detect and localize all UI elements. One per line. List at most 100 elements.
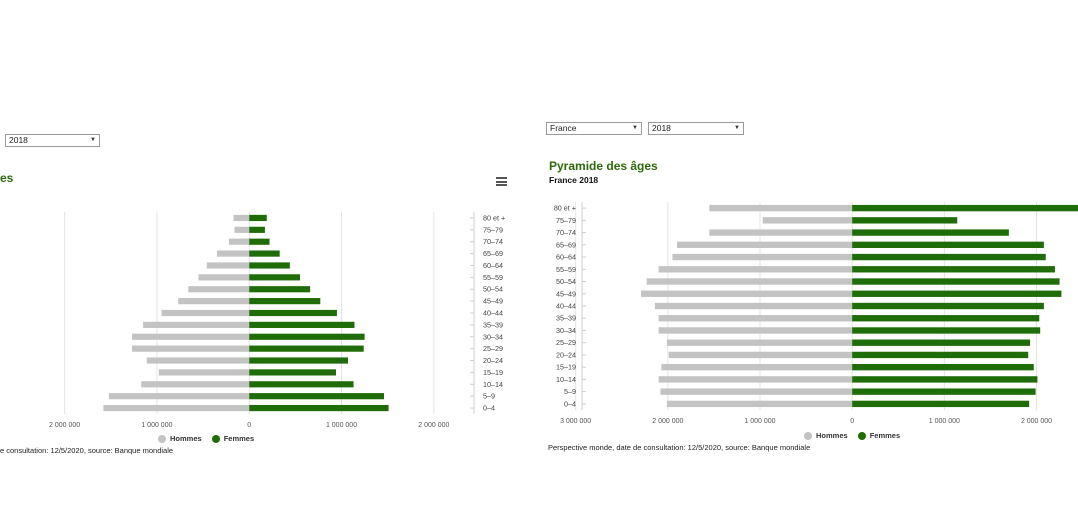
chevron-down-icon: ▼ xyxy=(90,137,96,143)
chevron-down-icon: ▼ xyxy=(632,125,638,131)
legend-item-femmes[interactable]: Femmes xyxy=(857,431,900,440)
hamburger-menu-icon[interactable] xyxy=(496,177,507,186)
legend-dot-hommes xyxy=(804,431,812,440)
bar-femmes[interactable] xyxy=(852,388,1036,395)
bar-femmes[interactable] xyxy=(852,315,1040,322)
bar-femmes[interactable] xyxy=(249,274,300,281)
bar-femmes[interactable] xyxy=(852,290,1062,297)
bar-hommes[interactable] xyxy=(666,400,853,408)
category-label: 35–39 xyxy=(556,314,576,323)
year-select-right[interactable]: 2018 ▼ xyxy=(648,122,744,135)
bar-hommes[interactable] xyxy=(709,204,853,212)
bar-hommes[interactable] xyxy=(178,298,250,305)
bar-hommes[interactable] xyxy=(660,388,853,395)
bar-hommes[interactable] xyxy=(158,369,250,376)
bar-hommes[interactable] xyxy=(216,250,250,257)
country-select[interactable]: France ▼ xyxy=(546,122,642,135)
bar-hommes[interactable] xyxy=(108,393,250,400)
legend-right: Hommes Femmes xyxy=(804,431,910,440)
bar-femmes[interactable] xyxy=(249,321,355,328)
bar-hommes[interactable] xyxy=(677,241,853,249)
bar-femmes[interactable] xyxy=(852,400,1030,408)
bar-femmes[interactable] xyxy=(249,250,280,257)
bar-femmes[interactable] xyxy=(249,238,270,245)
bar-femmes[interactable] xyxy=(249,333,365,340)
category-label: 40–44 xyxy=(483,309,503,318)
bar-femmes[interactable] xyxy=(852,253,1046,261)
bar-femmes[interactable] xyxy=(249,286,311,293)
x-tick-label: 2 000 000 xyxy=(1021,418,1052,425)
bar-femmes[interactable] xyxy=(852,241,1044,249)
bar-femmes[interactable] xyxy=(852,266,1055,273)
bar-hommes[interactable] xyxy=(228,238,250,245)
bar-hommes[interactable] xyxy=(666,339,853,346)
bar-hommes[interactable] xyxy=(132,345,250,352)
bar-hommes[interactable] xyxy=(161,309,250,317)
category-label: 70–74 xyxy=(483,237,503,246)
bar-femmes[interactable] xyxy=(249,381,354,388)
bar-femmes[interactable] xyxy=(249,404,389,412)
bar-femmes[interactable] xyxy=(852,363,1034,371)
bar-femmes[interactable] xyxy=(249,214,267,222)
x-tick-label: 1 000 000 xyxy=(141,422,172,429)
x-tick-label: 1 000 000 xyxy=(929,418,960,425)
bar-hommes[interactable] xyxy=(188,286,250,293)
x-tick-label: 1 000 000 xyxy=(744,418,775,425)
bar-hommes[interactable] xyxy=(762,217,853,224)
bar-femmes[interactable] xyxy=(852,229,1009,236)
bar-femmes[interactable] xyxy=(249,369,336,376)
bar-hommes[interactable] xyxy=(658,266,853,273)
bar-hommes[interactable] xyxy=(654,302,853,310)
bar-femmes[interactable] xyxy=(852,339,1031,346)
bar-hommes[interactable] xyxy=(658,376,853,383)
bar-hommes[interactable] xyxy=(141,381,250,388)
x-tick-label: 2 000 000 xyxy=(418,422,449,429)
chart-subtitle-right: France 2018 xyxy=(549,175,599,185)
bar-femmes[interactable] xyxy=(249,309,337,317)
bar-femmes[interactable] xyxy=(852,302,1044,310)
bar-femmes[interactable] xyxy=(249,262,290,269)
bar-hommes[interactable] xyxy=(672,253,853,261)
category-label: 75–79 xyxy=(556,216,576,225)
category-label: 5–9 xyxy=(483,392,495,401)
legend-item-hommes[interactable]: Hommes xyxy=(804,431,848,440)
bar-femmes[interactable] xyxy=(852,376,1038,383)
bar-femmes[interactable] xyxy=(852,278,1060,285)
source-caption-left: e consultation: 12/5/2020, source: Banqu… xyxy=(0,446,174,455)
bar-hommes[interactable] xyxy=(206,262,250,269)
bar-femmes[interactable] xyxy=(852,204,1078,212)
bar-hommes[interactable] xyxy=(234,226,250,233)
bar-femmes[interactable] xyxy=(852,327,1041,334)
bar-hommes[interactable] xyxy=(146,357,250,364)
category-label: 25–29 xyxy=(556,338,576,347)
bar-hommes[interactable] xyxy=(658,315,853,322)
bar-hommes[interactable] xyxy=(233,214,250,222)
bar-hommes[interactable] xyxy=(658,327,853,334)
bar-femmes[interactable] xyxy=(249,345,364,352)
bar-hommes[interactable] xyxy=(641,290,853,297)
bar-hommes[interactable] xyxy=(709,229,853,236)
category-label: 80 et + xyxy=(483,213,505,222)
bar-hommes[interactable] xyxy=(143,321,250,328)
bar-femmes[interactable] xyxy=(249,393,384,400)
bar-femmes[interactable] xyxy=(852,351,1029,359)
bar-hommes[interactable] xyxy=(198,274,250,281)
bar-femmes[interactable] xyxy=(249,298,321,305)
bar-femmes[interactable] xyxy=(852,217,958,224)
year-select-left[interactable]: 2018 ▼ xyxy=(5,134,100,147)
bar-femmes[interactable] xyxy=(249,226,265,233)
bar-hommes[interactable] xyxy=(668,351,853,359)
bar-hommes[interactable] xyxy=(132,333,250,340)
category-label: 50–54 xyxy=(483,285,503,294)
category-label: 45–49 xyxy=(556,289,576,298)
legend-item-femmes[interactable]: Femmes xyxy=(211,434,255,443)
bar-femmes[interactable] xyxy=(249,357,348,364)
legend-item-hommes[interactable]: Hommes xyxy=(158,434,202,443)
year-select-left-value: 2018 xyxy=(9,135,28,145)
bar-hommes[interactable] xyxy=(103,404,250,412)
legend-label-femmes: Femmes xyxy=(223,434,255,443)
bar-hommes[interactable] xyxy=(661,363,853,371)
legend-label-hommes: Hommes xyxy=(816,431,848,440)
source-caption-right: Perspective monde, date de consultation:… xyxy=(548,443,811,452)
bar-hommes[interactable] xyxy=(646,278,853,285)
